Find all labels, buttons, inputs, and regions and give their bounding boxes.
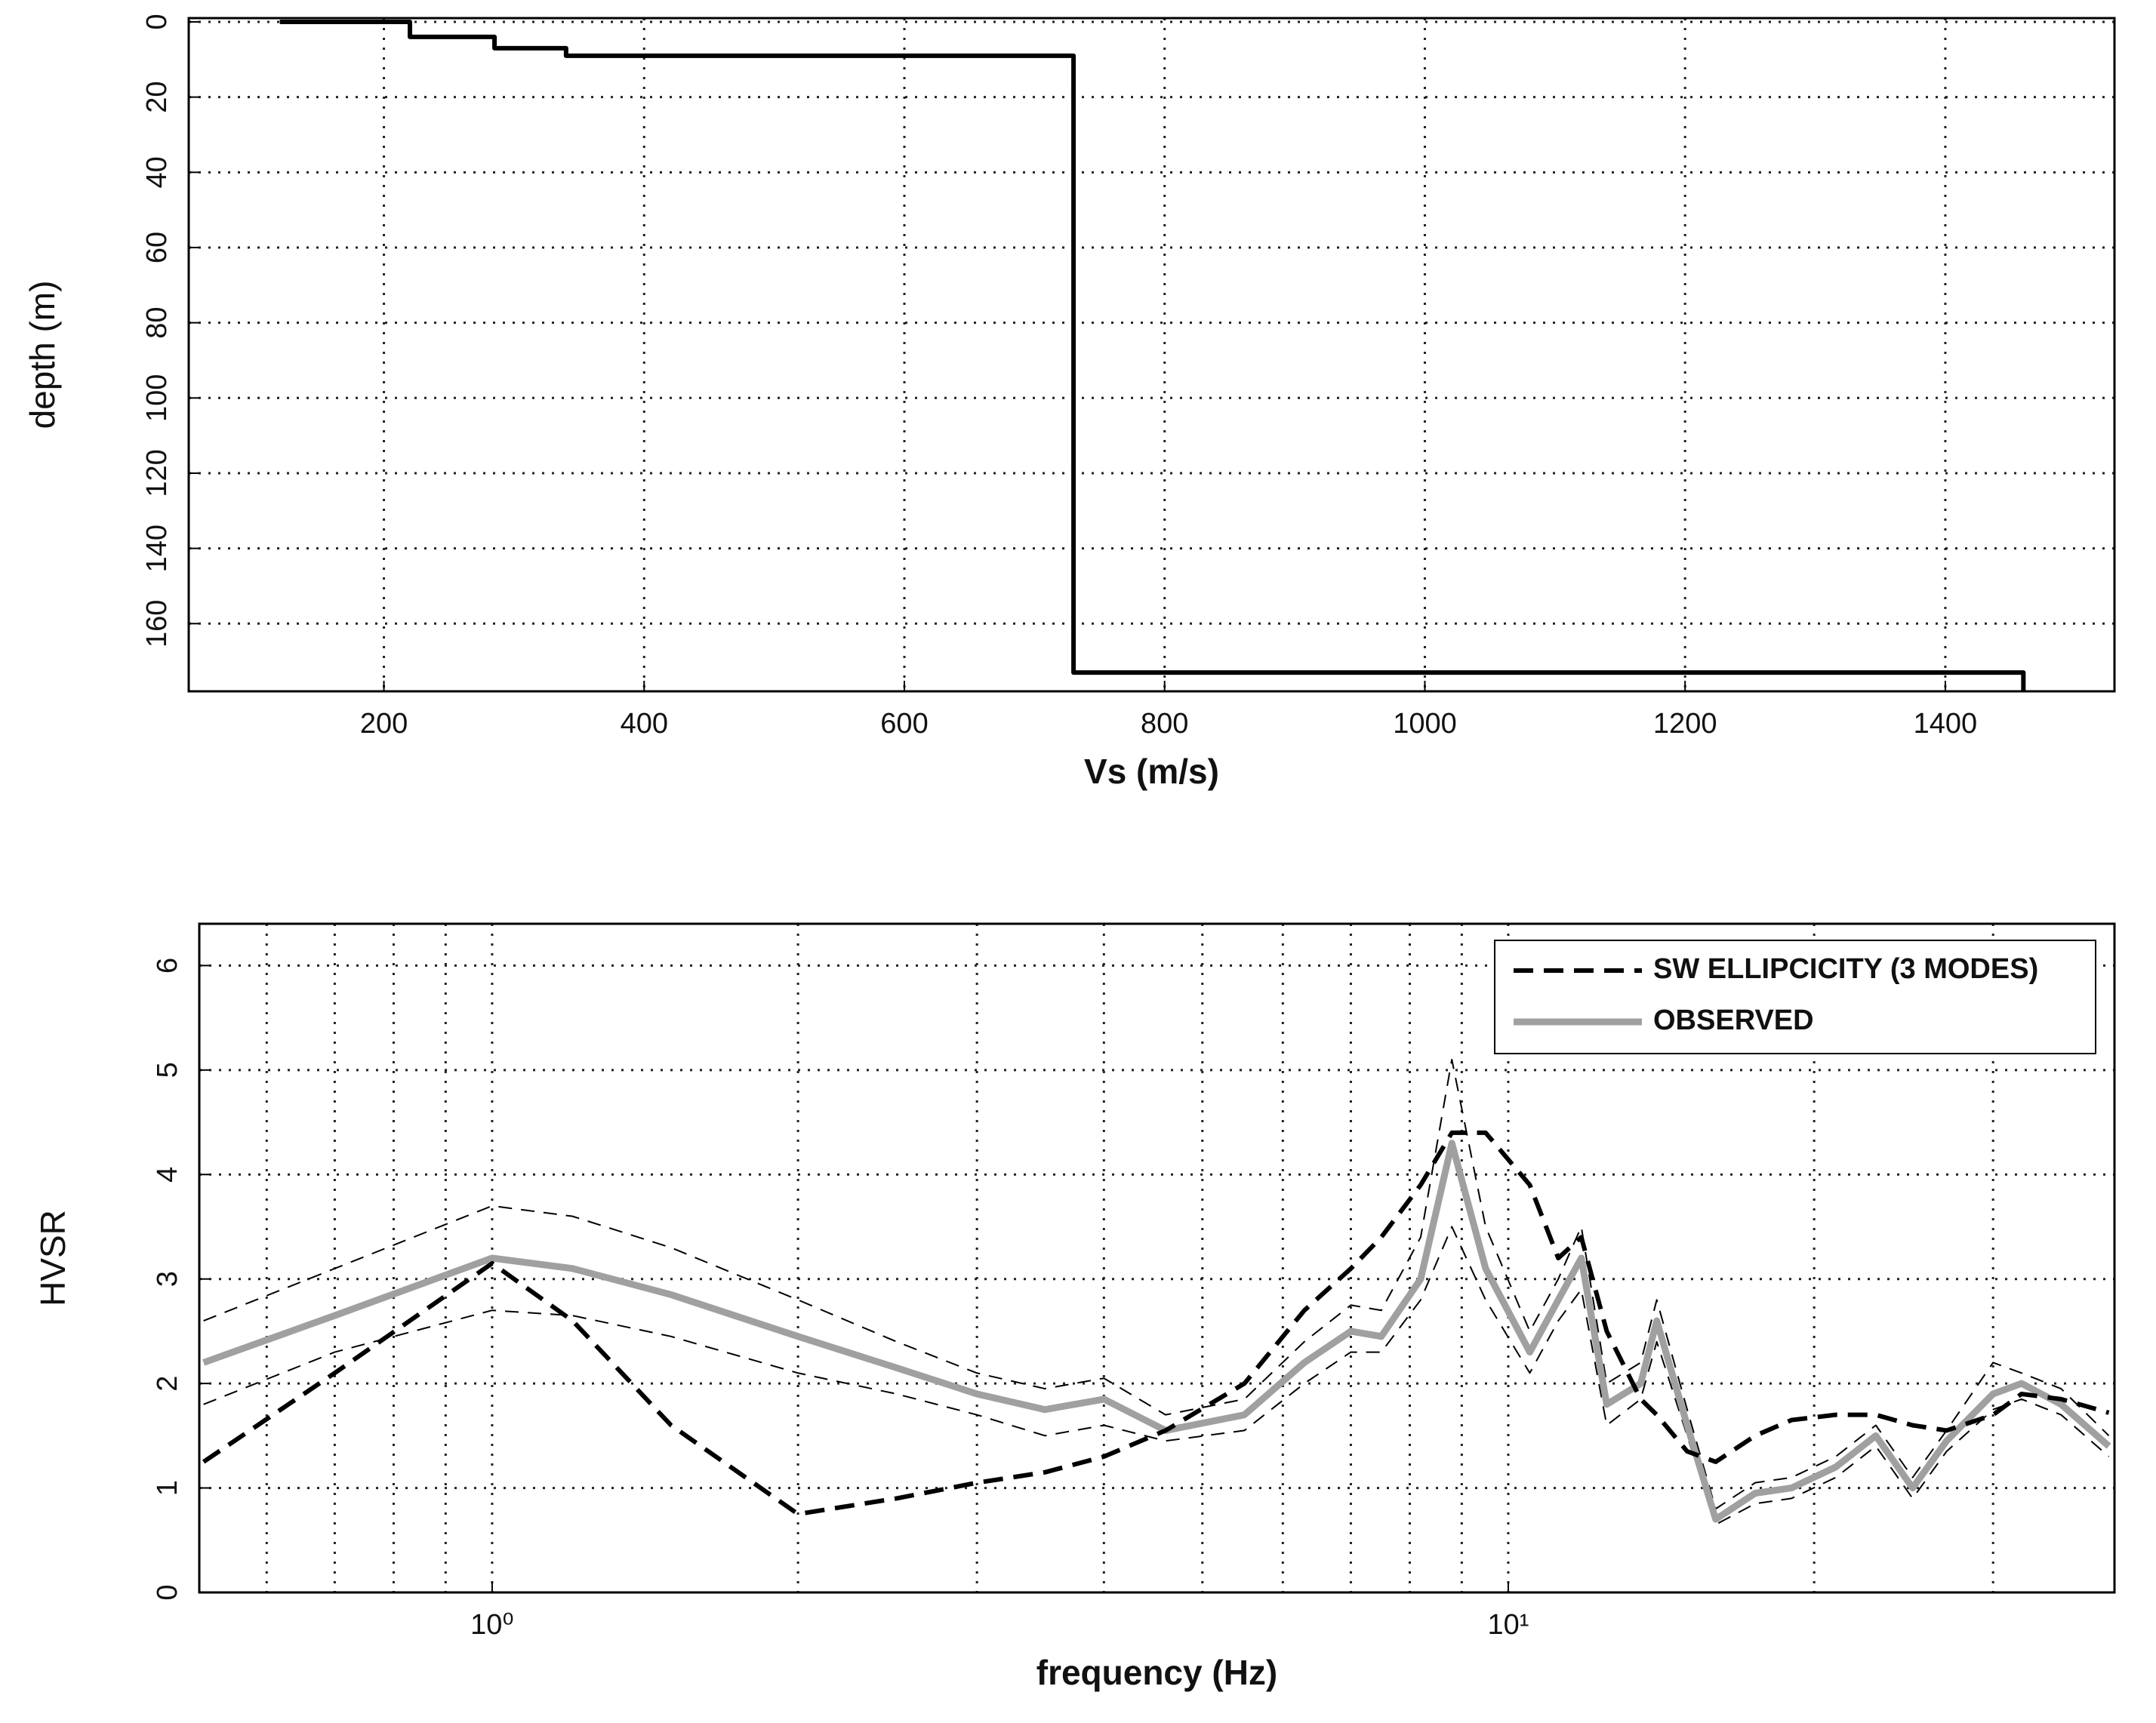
x-tick-label: 200 bbox=[360, 708, 408, 740]
data-line bbox=[279, 19, 2026, 691]
x-tick-label: 1400 bbox=[1914, 708, 1978, 740]
y-tick-label: 80 bbox=[141, 307, 173, 339]
y-tick-label: 6 bbox=[152, 958, 183, 974]
y-tick-label: 40 bbox=[141, 156, 173, 188]
x-tick-label: 1000 bbox=[1393, 708, 1457, 740]
y-tick-label: 120 bbox=[141, 449, 173, 497]
data-line bbox=[202, 1130, 2110, 1517]
data-line bbox=[203, 1058, 2110, 1510]
plot-frame bbox=[187, 17, 2116, 693]
y-tick-label: 100 bbox=[141, 374, 173, 422]
x-tick-label: 400 bbox=[621, 708, 668, 740]
y-tick-label: 160 bbox=[141, 600, 173, 648]
y-tick-label: 1 bbox=[152, 1480, 183, 1496]
x-tick-label: 800 bbox=[1141, 708, 1188, 740]
y-axis-label: HVSR bbox=[33, 1210, 72, 1306]
y-tick-label: 20 bbox=[141, 82, 173, 113]
x-tick-label: 10⁰ bbox=[470, 1609, 514, 1641]
x-axis-label: frequency (Hz) bbox=[1036, 1653, 1277, 1692]
y-tick-label: 2 bbox=[152, 1376, 183, 1392]
y-tick-label: 3 bbox=[152, 1271, 183, 1287]
data-line bbox=[202, 1140, 2111, 1523]
y-tick-label: 140 bbox=[141, 525, 173, 572]
x-tick-label: 10¹ bbox=[1487, 1609, 1529, 1641]
y-tick-label: 4 bbox=[152, 1167, 183, 1183]
y-tick-label: 0 bbox=[152, 1584, 183, 1600]
x-axis-label: Vs (m/s) bbox=[1084, 752, 1219, 791]
y-tick-label: 60 bbox=[141, 232, 173, 263]
data-line bbox=[203, 1226, 2110, 1526]
x-tick-label: 1200 bbox=[1653, 708, 1717, 740]
y-axis-label: depth (m) bbox=[23, 281, 62, 429]
x-tick-label: 600 bbox=[880, 708, 928, 740]
legend-label: OBSERVED bbox=[1653, 1005, 1814, 1036]
y-tick-label: 0 bbox=[141, 14, 173, 29]
legend-label: SW ELLIPCICITY (3 MODES) bbox=[1653, 953, 2038, 985]
plot-frame bbox=[198, 922, 2116, 1594]
y-tick-label: 5 bbox=[152, 1062, 183, 1078]
legend-box bbox=[1494, 940, 2096, 1054]
